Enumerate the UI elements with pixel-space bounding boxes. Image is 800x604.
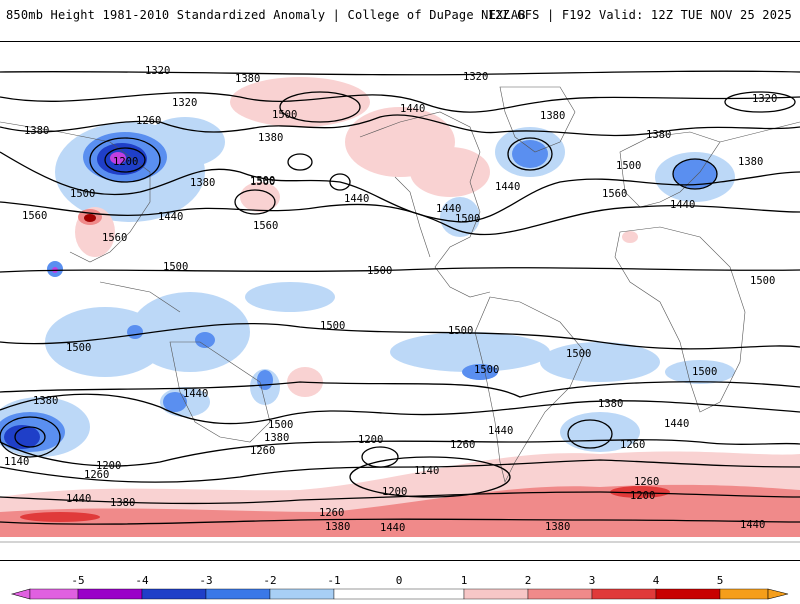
- contour-label: 1440: [344, 193, 369, 205]
- legend-tick: 3: [589, 574, 596, 587]
- contour-label: 1380: [264, 432, 289, 444]
- legend-tick: -2: [263, 574, 276, 587]
- legend-swatch: [527, 588, 593, 600]
- contour-label: 1320: [145, 65, 170, 77]
- contour-label: 1380: [235, 73, 260, 85]
- legend-swatch: [655, 588, 721, 600]
- contour-label: 1440: [670, 199, 695, 211]
- legend-swatch: [77, 588, 143, 600]
- legend-swatch: [269, 588, 335, 600]
- extreme-positive-anomaly: [84, 214, 96, 222]
- contour-label: 1320: [752, 93, 777, 105]
- contour-label: 1560: [102, 232, 127, 244]
- contour-label: 1380: [646, 129, 671, 141]
- contour-label: 1500: [692, 366, 717, 378]
- contour-label: 1440: [436, 203, 461, 215]
- contour-label: 1440: [380, 522, 405, 534]
- contour-label: 1500: [750, 275, 775, 287]
- contour-label: 1260: [634, 476, 659, 488]
- contour-label: 1200: [358, 434, 383, 446]
- legend-tick: -1: [327, 574, 340, 587]
- contour-label: 1440: [183, 388, 208, 400]
- legend-swatch: [205, 588, 271, 600]
- legend-arrow-right: [767, 588, 789, 600]
- legend-tick: 2: [525, 574, 532, 587]
- contour-label: 1200: [96, 460, 121, 472]
- contour-label: 1260: [450, 439, 475, 451]
- contour-label: 1200: [382, 486, 407, 498]
- contour-label: 1500: [367, 265, 392, 277]
- contour-label: 1440: [488, 425, 513, 437]
- contour-label: 1440: [740, 519, 765, 531]
- contour-label: 1260: [84, 469, 109, 481]
- coastlines: [0, 86, 800, 543]
- contour-label: 1380: [545, 521, 570, 533]
- contour-label: 1380: [24, 125, 49, 137]
- legend-bar: -5 -4 -3 -2 -1 0 1 2 3 4 5: [10, 574, 789, 600]
- contour-label: 1500: [455, 213, 480, 225]
- anomaly-map: 1320 1320 1320 1320 1380 1380 1380 1380 …: [0, 41, 800, 561]
- contour-label: 1380: [738, 156, 763, 168]
- map-title: 850mb Height 1981-2010 Standardized Anom…: [6, 8, 526, 22]
- contour-label: 1380: [325, 521, 350, 533]
- legend-tick: 5: [717, 574, 724, 587]
- contour-label: 1260: [319, 507, 344, 519]
- legend-tick: 0: [396, 574, 403, 587]
- contour-label: 1500: [272, 109, 297, 121]
- contour-label: 1500: [566, 348, 591, 360]
- contour-labels: 1320 1320 1320 1320 1380 1380 1380 1380 …: [4, 65, 777, 534]
- contour-label: 1500: [70, 188, 95, 200]
- contour-label: 1260: [620, 439, 645, 451]
- strong-positive-anomaly: [20, 486, 670, 522]
- legend-tick: -4: [135, 574, 149, 587]
- legend-swatch: [591, 588, 657, 600]
- contour-label: 1200: [630, 490, 655, 502]
- header-bar: 850mb Height 1981-2010 Standardized Anom…: [0, 0, 800, 40]
- contour-label: 1500: [616, 160, 641, 172]
- contour-label: 1260: [136, 115, 161, 127]
- legend-tick: 4: [653, 574, 660, 587]
- contour-label: 1440: [495, 181, 520, 193]
- contour-label: 1380: [33, 395, 58, 407]
- legend-swatch: [333, 588, 465, 600]
- contour-label: 1560: [22, 210, 47, 222]
- legend-swatch: [29, 588, 79, 600]
- contour-label: 1500: [268, 419, 293, 431]
- legend-swatch: [719, 588, 769, 600]
- contour-label: 1500: [163, 261, 188, 273]
- contour-label: 1140: [414, 465, 439, 477]
- contour-label: 1380: [190, 177, 215, 189]
- legend-swatch: [463, 588, 529, 600]
- contour-label: 1500: [320, 320, 345, 332]
- contour-label: 1380: [598, 398, 623, 410]
- contour-label: 1440: [66, 493, 91, 505]
- contour-label: 1380: [110, 497, 135, 509]
- contour-label: 1500: [448, 325, 473, 337]
- contour-label: 1320: [463, 71, 488, 83]
- contour-label: 1500: [250, 175, 275, 187]
- legend-arrow-left: [10, 588, 31, 600]
- height-contours: [0, 70, 800, 525]
- legend-swatch: [141, 588, 207, 600]
- contour-label: 1380: [258, 132, 283, 144]
- legend-tick: -3: [199, 574, 212, 587]
- contour-label: 1320: [172, 97, 197, 109]
- contour-label: 1560: [602, 188, 627, 200]
- contour-label: 1500: [474, 364, 499, 376]
- contour-label: 1560: [250, 176, 275, 188]
- contour-label: 1500: [66, 342, 91, 354]
- color-legend: -5 -4 -3 -2 -1 0 1 2 3 4 5: [0, 570, 800, 600]
- contour-label: 1380: [540, 110, 565, 122]
- legend-tick: 1: [461, 574, 468, 587]
- contour-label: 1440: [158, 211, 183, 223]
- contour-label: 1200: [113, 156, 138, 168]
- run-info: 12Z GFS | F192 Valid: 12Z TUE NOV 25 202…: [487, 8, 792, 22]
- contour-label: 1140: [4, 456, 29, 468]
- contour-label: 1560: [253, 220, 278, 232]
- legend-tick: -5: [71, 574, 84, 587]
- contour-label: 1260: [250, 445, 275, 457]
- map-canvas: 1320 1320 1320 1320 1380 1380 1380 1380 …: [0, 65, 800, 543]
- contour-label: 1440: [400, 103, 425, 115]
- contour-label: 1440: [664, 418, 689, 430]
